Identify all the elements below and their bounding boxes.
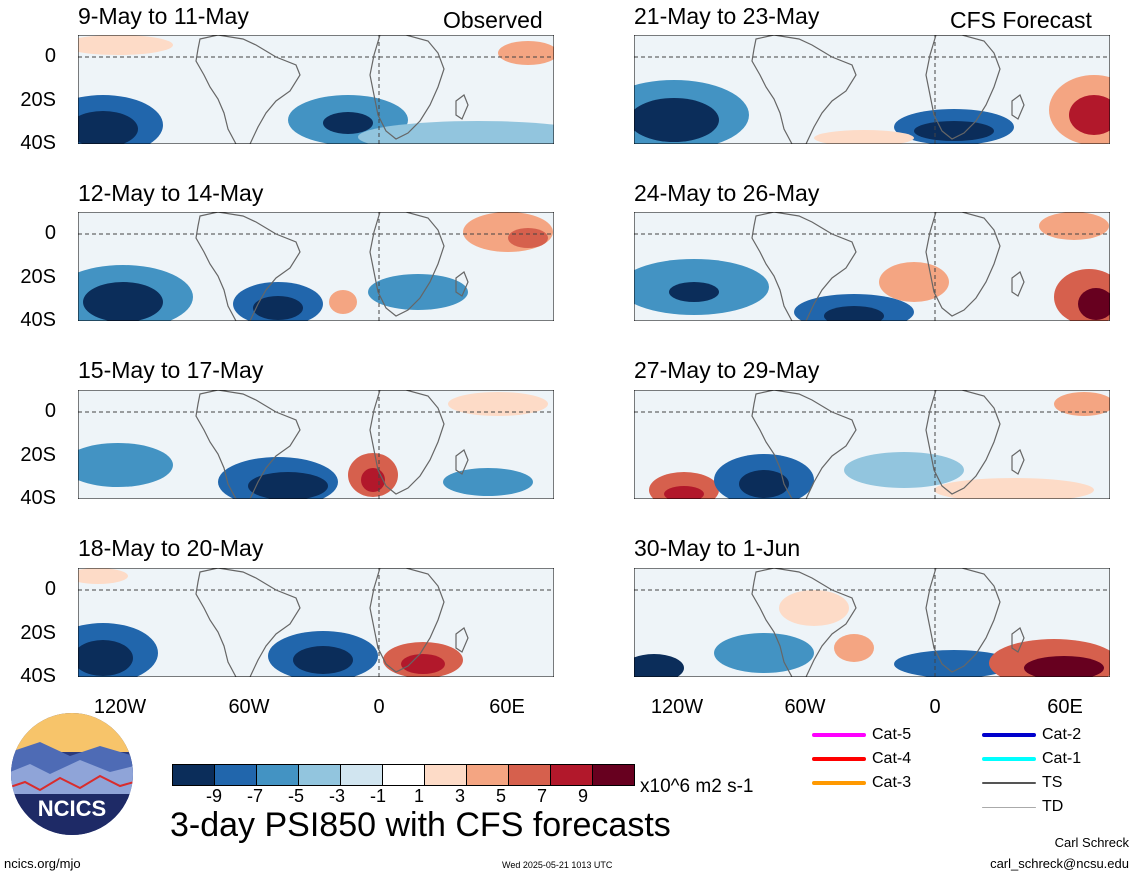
legend-label: Cat-1: [1042, 750, 1082, 767]
colorbar: [172, 764, 635, 786]
lat-label: 0: [44, 45, 56, 67]
main-title: 3-day PSI850 with CFS forecasts: [170, 806, 671, 844]
legend-item: TS: [982, 774, 1062, 792]
legend-label: Cat-5: [872, 726, 912, 743]
colorbar-tick-label: 9: [577, 786, 588, 806]
colorbar-swatch: [424, 764, 467, 786]
colorbar-tick-label: -9: [205, 786, 222, 806]
colorbar-tick-label: 5: [495, 786, 506, 806]
psi850-map-panel: [634, 212, 1110, 321]
legend-item: Cat-2: [982, 726, 1081, 744]
logo-text: NCICS: [38, 796, 106, 821]
lat-label: 40S: [20, 132, 56, 154]
legend-line-icon: [812, 781, 866, 785]
panel-title: 12-May to 14-May: [78, 180, 264, 206]
lon-label: 0: [929, 696, 941, 718]
cfs-forecast-tag: CFS Forecast: [950, 7, 1092, 33]
footer-url[interactable]: ncics.org/mjo: [4, 856, 81, 871]
lon-label: 60E: [1047, 696, 1083, 718]
colorbar-tick-label: 1: [413, 786, 424, 806]
psi850-map-panel: [634, 568, 1110, 677]
lon-label: 60W: [784, 696, 826, 718]
author-email[interactable]: carl_schreck@ncsu.edu: [990, 856, 1129, 871]
legend-label: Cat-3: [872, 774, 912, 791]
panel-title: 9-May to 11-May: [78, 3, 249, 29]
colorbar-tick-label: -7: [246, 786, 263, 806]
colorbar-swatch: [382, 764, 425, 786]
ncics-logo: NCICS: [11, 713, 133, 835]
panel-title: 21-May to 23-May: [634, 3, 820, 29]
legend-label: Cat-2: [1042, 726, 1082, 743]
colorbar-swatch: [508, 764, 551, 786]
lon-label: 120W: [650, 696, 704, 718]
legend-item: Cat-5: [812, 726, 911, 744]
colorbar-tick-label: 7: [536, 786, 547, 806]
psi850-map-panel: [78, 568, 554, 677]
lat-label: 40S: [20, 487, 56, 509]
colorbar-units: x10^6 m2 s-1: [640, 776, 754, 797]
lat-label: 20S: [20, 622, 56, 644]
colorbar-tick-label: -3: [328, 786, 345, 806]
lon-label: 60E: [489, 696, 525, 718]
colorbar-swatch: [172, 764, 215, 786]
lat-label: 20S: [20, 266, 56, 288]
panel-title: 18-May to 20-May: [78, 535, 264, 561]
colorbar-swatch: [550, 764, 593, 786]
legend-line-icon: [812, 733, 866, 737]
lat-label: 40S: [20, 309, 56, 331]
legend-item: Cat-3: [812, 774, 911, 792]
colorbar-swatch: [214, 764, 257, 786]
legend-label: TS: [1042, 774, 1063, 791]
legend-label: TD: [1042, 798, 1064, 815]
lon-label: 120W: [93, 696, 147, 718]
colorbar-swatch: [256, 764, 299, 786]
colorbar-swatch: [340, 764, 383, 786]
legend-line-icon: [982, 782, 1036, 784]
legend-line-icon: [982, 733, 1036, 737]
legend-label: Cat-4: [872, 750, 912, 767]
lat-label: 0: [44, 578, 56, 600]
legend-line-icon: [982, 757, 1036, 761]
psi850-map-panel: [634, 390, 1110, 499]
psi850-map-panel: [78, 35, 554, 144]
lon-label: 0: [373, 696, 385, 718]
colorbar-swatch: [466, 764, 509, 786]
storm-legend: Cat-5 Cat-2 Cat-4 Cat-1 Cat-3 TS TD: [812, 726, 1081, 816]
observed-tag: Observed: [443, 7, 543, 33]
lat-label: 0: [44, 222, 56, 244]
legend-item: Cat-1: [982, 750, 1081, 768]
lat-label: 20S: [20, 444, 56, 466]
legend-line-icon: [812, 757, 866, 761]
lat-label: 0: [44, 400, 56, 422]
psi850-map-panel: [78, 390, 554, 499]
lat-label: 20S: [20, 89, 56, 111]
panel-title: 27-May to 29-May: [634, 357, 820, 383]
colorbar-tick-label: 3: [454, 786, 465, 806]
colorbar-swatch: [592, 764, 635, 786]
legend-item: Cat-4: [812, 750, 911, 768]
panel-title: 15-May to 17-May: [78, 357, 264, 383]
legend-line-icon: [982, 806, 1036, 808]
panel-title: 30-May to 1-Jun: [634, 535, 801, 561]
colorbar-tick-label: -5: [287, 786, 304, 806]
timestamp: Wed 2025-05-21 1013 UTC: [502, 860, 613, 870]
colorbar-swatch: [298, 764, 341, 786]
psi850-map-panel: [634, 35, 1110, 144]
panel-title: 24-May to 26-May: [634, 180, 820, 206]
psi850-map-panel: [78, 212, 554, 321]
colorbar-tick-label: -1: [369, 786, 386, 806]
legend-item: TD: [982, 798, 1063, 816]
author: Carl Schreck: [1054, 835, 1129, 850]
lat-label: 40S: [20, 665, 56, 687]
lon-label: 60W: [228, 696, 270, 718]
